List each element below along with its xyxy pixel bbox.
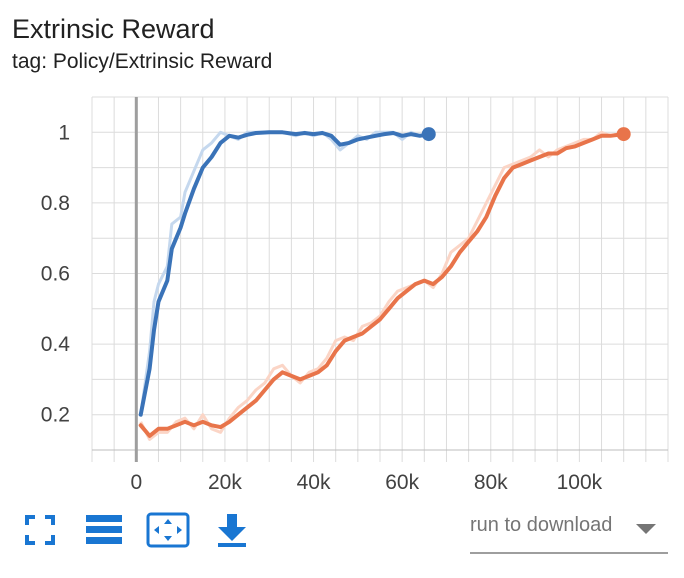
x-tick-label: 0 [130,471,142,494]
fullscreen-button[interactable] [18,508,62,552]
y-tick-label: 0.8 [41,192,70,215]
menu-lines-icon [86,515,122,544]
y-tick-label: 0.4 [41,333,71,356]
series-line-1 [138,132,626,438]
fit-domain-button[interactable] [146,508,190,552]
grid [91,96,669,462]
x-tick-label: 80k [474,471,508,494]
download-button[interactable] [210,508,254,552]
y-tick-label: 1 [58,121,70,144]
series-layer [138,127,631,441]
chart-tag: tag: Policy/Extrinsic Reward [12,50,273,73]
run-select-label: run to download [470,514,613,536]
series-end-point-0 [421,127,436,142]
fullscreen-icon [25,515,55,545]
axes: 0.2 0.4 0.6 0.8 1 0 20k 40k 60k 80k 100k [41,97,668,494]
chevron-down-icon [636,524,656,534]
series-end-point-1 [616,127,631,142]
y-tick-label: 0.6 [41,263,70,286]
log-scale-button[interactable] [82,508,126,552]
fit-domain-icon [146,512,190,548]
x-tick-label: 100k [557,471,603,494]
run-download-select[interactable]: run to download [470,510,668,554]
y-tick-label: 0.2 [41,404,70,427]
line-chart: 0.2 0.4 0.6 0.8 1 0 20k 40k 60k 80k 100k [41,96,669,494]
chart-title: Extrinsic Reward [12,14,215,44]
x-tick-label: 60k [385,471,419,494]
chart-toolbar [0,500,684,560]
series-line-0 [138,130,431,417]
series-raw-line-1 [139,130,625,441]
x-tick-label: 20k [208,471,242,494]
download-icon [218,514,246,547]
x-tick-label: 40k [297,471,331,494]
